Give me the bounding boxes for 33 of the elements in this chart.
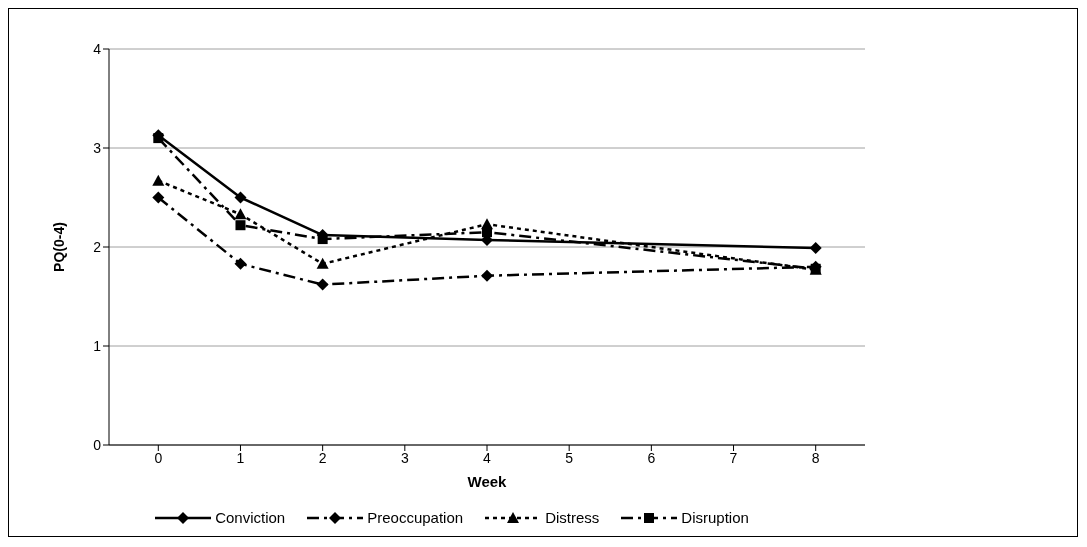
point [152,191,165,204]
point [316,278,329,291]
y-axis-title: PQ(0-4) [50,222,67,272]
y-tick-label: 2 [93,238,102,255]
y-tick-label: 0 [93,436,102,453]
point [234,208,247,220]
point [234,257,247,270]
y-tick-label: 1 [93,337,102,354]
legend-label: Conviction [215,509,286,526]
legend-label: Disruption [681,509,749,526]
point [317,234,328,245]
y-tick-label: 3 [93,139,102,156]
point [482,227,492,238]
point [153,133,164,144]
legend-label: Distress [545,509,600,526]
x-tick-label: 8 [811,449,820,466]
x-tick-label: 5 [565,449,574,466]
point [235,220,246,231]
point [809,241,822,254]
y-tick-label: 4 [93,40,102,57]
x-tick-label: 3 [400,449,409,466]
x-tick-label: 0 [154,449,163,466]
x-tick-label: 6 [647,449,656,466]
point [481,269,493,282]
x-tick-label: 2 [318,449,327,466]
point [152,174,165,186]
legend-label: Preoccupation [367,509,464,526]
x-axis-title: Week [467,473,508,490]
x-tick-label: 4 [483,449,492,466]
point [316,257,329,269]
x-tick-label: 7 [729,449,738,466]
x-tick-label: 1 [236,449,245,466]
point [234,191,247,204]
